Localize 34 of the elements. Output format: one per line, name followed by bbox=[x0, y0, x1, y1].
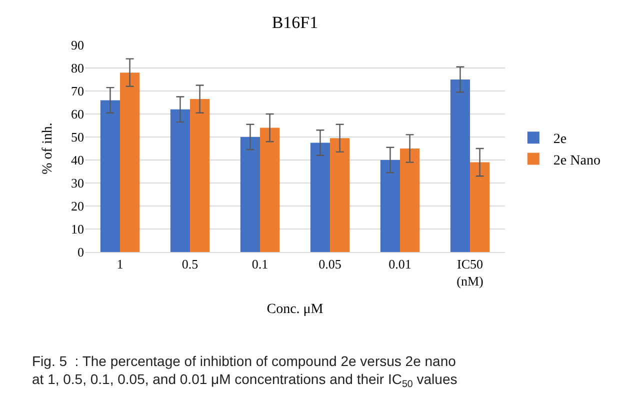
y-tick-label: 50 bbox=[71, 130, 84, 145]
x-tick-label: 0.5 bbox=[182, 256, 198, 272]
x-tick-label: IC50 (nM) bbox=[456, 256, 484, 288]
chart-title: B16F1 bbox=[272, 12, 318, 32]
y-tick-label: 40 bbox=[71, 152, 84, 168]
bar bbox=[450, 80, 470, 252]
y-tick-label: 0 bbox=[78, 244, 84, 260]
legend-label: 2e bbox=[553, 132, 567, 148]
bar bbox=[310, 142, 330, 252]
bar bbox=[190, 99, 210, 252]
y-tick-label: 80 bbox=[71, 60, 84, 76]
y-tick-label: 20 bbox=[71, 198, 84, 214]
y-tick-label: 10 bbox=[71, 222, 84, 237]
caption: Fig. 5 : The percentage of inhibtion of compound 2e versus 2e nano at 1, 0.5, 0.1, 0.05, and 0.01 μM concentrations and their IC$_{50}$ values bbox=[32, 353, 458, 390]
x-tick-label: 0.01 bbox=[388, 256, 412, 272]
bar bbox=[240, 137, 260, 252]
y-tick-label: 60 bbox=[71, 106, 84, 122]
bar bbox=[330, 138, 350, 252]
bar bbox=[380, 160, 400, 252]
bar bbox=[260, 128, 280, 252]
bar bbox=[470, 162, 490, 252]
y-axis-title: % of inh. bbox=[40, 122, 56, 174]
bar bbox=[120, 72, 140, 252]
y-tick-label: 70 bbox=[71, 84, 84, 99]
x-tick-label: 0.1 bbox=[252, 256, 268, 272]
legend-label: 2e Nano bbox=[553, 153, 600, 168]
bar bbox=[100, 100, 120, 252]
x-tick-label: 0.05 bbox=[318, 256, 342, 272]
x-axis-title: Conc. μM bbox=[266, 302, 324, 317]
y-tick-label: 30 bbox=[71, 176, 84, 191]
x-tick-label: 1 bbox=[116, 256, 124, 272]
y-tick-label: 90 bbox=[71, 38, 84, 53]
bar bbox=[170, 109, 190, 252]
bar bbox=[400, 148, 420, 252]
